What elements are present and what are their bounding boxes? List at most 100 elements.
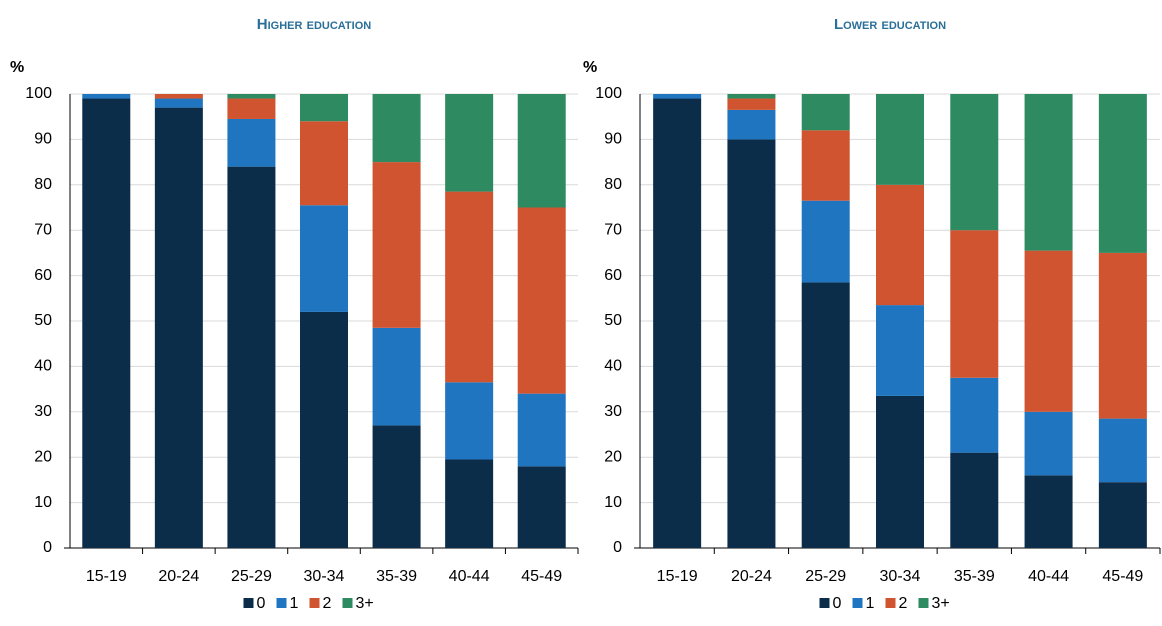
bar-segment — [801, 282, 850, 548]
legend-label: 1 — [290, 595, 299, 612]
x-tick-label: 15-19 — [657, 568, 698, 585]
bar-segment — [1024, 94, 1073, 251]
x-tick-label: 20-24 — [158, 568, 199, 585]
bar-segment — [82, 98, 131, 548]
bar-segment — [1098, 482, 1147, 548]
legend-label: 1 — [866, 595, 875, 612]
bar-segment — [876, 395, 924, 548]
y-tick-label: 80 — [34, 176, 52, 193]
bar-segment — [445, 191, 494, 383]
bar-segment — [372, 94, 421, 163]
y-tick-label: 50 — [604, 312, 622, 329]
legend-label: 3+ — [932, 595, 950, 612]
bar-segment — [1098, 252, 1147, 419]
legend-swatch — [885, 598, 896, 608]
bar-segment — [727, 98, 776, 110]
bar-segment — [1098, 418, 1147, 483]
bar-segment — [300, 205, 348, 312]
y-tick-label: 60 — [604, 267, 622, 284]
bar-segment — [154, 98, 203, 108]
bar-segment — [300, 94, 348, 122]
bar-segment — [653, 94, 702, 99]
legend-label: 3+ — [356, 595, 374, 612]
bar-segment — [154, 107, 203, 549]
y-tick-label: 10 — [604, 494, 622, 511]
legend-label: 2 — [323, 595, 332, 612]
x-tick-label: 35-39 — [954, 568, 995, 585]
bar-segment — [727, 94, 776, 99]
bar-segment — [517, 393, 566, 467]
bar-segment — [1024, 475, 1073, 548]
x-tick-label: 40-44 — [449, 568, 490, 585]
bar-segment — [300, 311, 348, 548]
x-tick-label: 20-24 — [731, 568, 772, 585]
legend-swatch — [852, 598, 863, 608]
y-tick-label: 0 — [43, 539, 52, 556]
x-tick-label: 15-19 — [86, 568, 127, 585]
bar-segment — [517, 466, 566, 548]
y-tick-label: 70 — [34, 221, 52, 238]
bar-segment — [801, 130, 850, 201]
y-tick-label: 40 — [34, 358, 52, 375]
x-tick-label: 35-39 — [376, 568, 417, 585]
y-axis-label: % — [10, 59, 24, 76]
bar-segment — [801, 94, 850, 131]
y-tick-label: 60 — [34, 267, 52, 284]
x-tick-label: 25-29 — [231, 568, 272, 585]
bar-segment — [727, 109, 776, 140]
y-tick-label: 40 — [604, 358, 622, 375]
bar-segment — [227, 166, 276, 548]
x-tick-label: 45-49 — [1102, 568, 1143, 585]
bar-segment — [227, 118, 276, 167]
legend-swatch — [276, 598, 287, 608]
chart-title: Higher education — [257, 16, 371, 33]
bar-segment — [227, 94, 276, 99]
x-tick-label: 45-49 — [521, 568, 562, 585]
legend-label: 2 — [899, 595, 908, 612]
y-tick-label: 30 — [604, 403, 622, 420]
bar-segment — [445, 382, 494, 460]
y-tick-label: 90 — [604, 131, 622, 148]
legend-swatch — [342, 598, 353, 608]
bar-segment — [154, 94, 203, 99]
bar-segment — [950, 94, 999, 231]
legend-swatch — [309, 598, 320, 608]
y-tick-label: 20 — [604, 448, 622, 465]
bar-segment — [876, 94, 924, 185]
legend-swatch — [819, 598, 830, 608]
bar-segment — [1024, 250, 1073, 412]
bar-segment — [950, 452, 999, 548]
bar-segment — [517, 207, 566, 394]
bar-segment — [653, 98, 702, 548]
bar-segment — [876, 305, 924, 396]
y-tick-label: 100 — [25, 85, 52, 102]
bar-segment — [300, 121, 348, 206]
bar-segment — [1024, 411, 1073, 476]
bar-segment — [82, 94, 131, 99]
y-tick-label: 10 — [34, 494, 52, 511]
bar-segment — [372, 162, 421, 328]
x-tick-label: 25-29 — [805, 568, 846, 585]
y-tick-label: 0 — [613, 539, 622, 556]
y-axis-label: % — [583, 59, 597, 76]
x-tick-label: 30-34 — [880, 568, 921, 585]
bar-segment — [950, 377, 999, 453]
bar-segment — [372, 425, 421, 548]
bar-segment — [517, 94, 566, 208]
legend-swatch — [243, 598, 254, 608]
legend-swatch — [918, 598, 929, 608]
bar-segment — [227, 98, 276, 119]
x-tick-label: 40-44 — [1028, 568, 1069, 585]
y-tick-label: 100 — [595, 85, 622, 102]
bar-segment — [372, 327, 421, 426]
bar-segment — [445, 459, 494, 548]
legend-label: 0 — [257, 595, 266, 612]
y-tick-label: 90 — [34, 131, 52, 148]
y-tick-label: 50 — [34, 312, 52, 329]
bar-segment — [950, 230, 999, 378]
y-tick-label: 80 — [604, 176, 622, 193]
bar-segment — [727, 139, 776, 548]
y-tick-label: 20 — [34, 448, 52, 465]
